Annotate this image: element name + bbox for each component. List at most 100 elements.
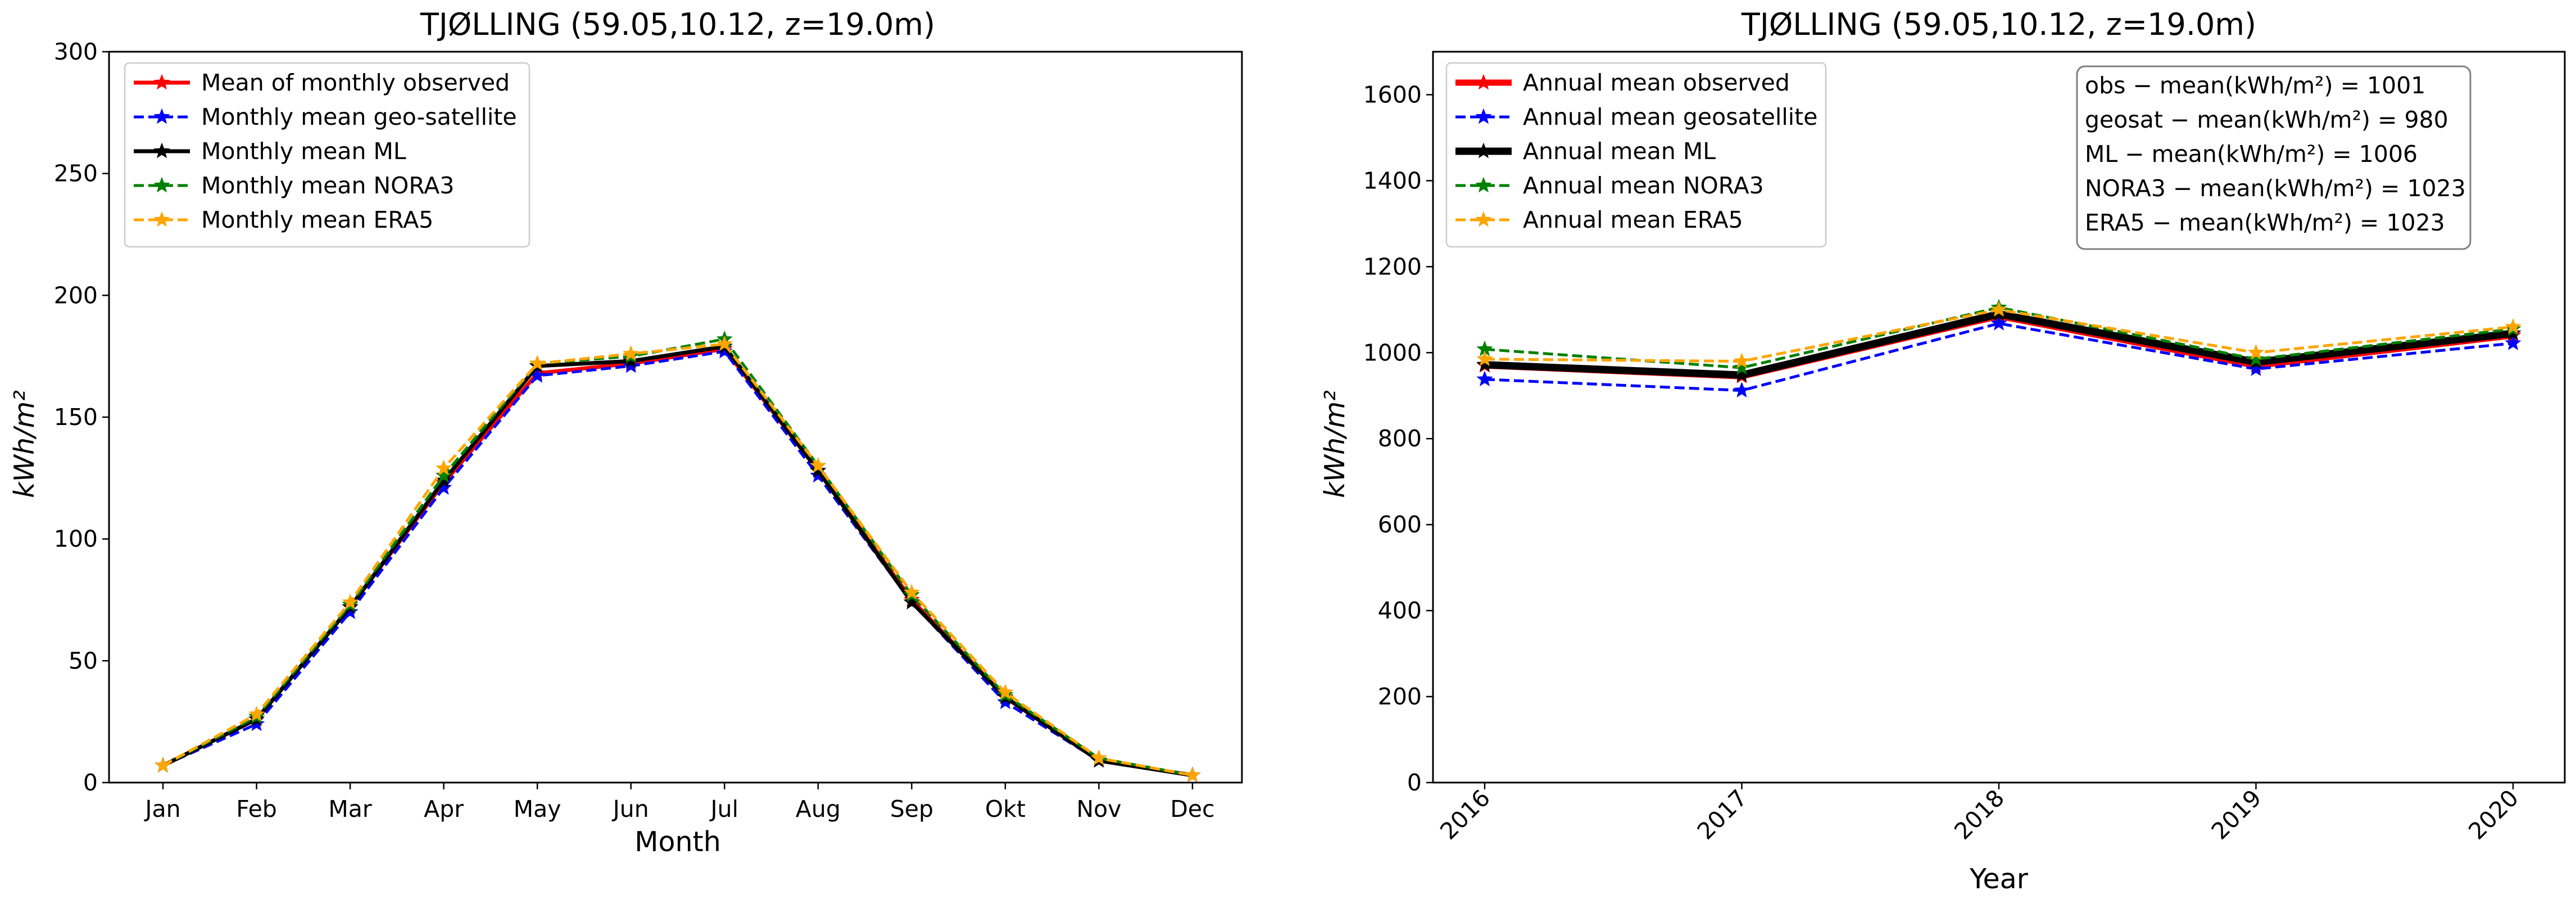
series-3: [1476, 305, 2521, 382]
data-point: [2505, 318, 2521, 334]
stats-line: ERA5 − mean(kWh/m²) = 1023: [2085, 209, 2445, 236]
stats-line: geosat − mean(kWh/m²) = 980: [2085, 106, 2448, 133]
y-tick-label: 50: [69, 647, 98, 674]
data-point: [1733, 366, 1750, 382]
series-line: [1484, 322, 2514, 392]
series-2: [1476, 314, 2521, 398]
y-tick-label: 150: [54, 404, 98, 431]
y-tick-label: 200: [1378, 683, 1422, 710]
legend-label: Annual mean observed: [1523, 69, 1790, 96]
x-tick-label: 2019: [2206, 784, 2267, 845]
legend-marker: [1475, 142, 1492, 159]
series-3: [155, 337, 1201, 783]
series-5: [155, 335, 1201, 783]
data-point: [903, 584, 920, 600]
y-tick-label: 1200: [1363, 253, 1422, 280]
data-point: [1476, 350, 1493, 367]
right-legend: Annual mean observed Annual mean geosatel…: [1445, 62, 1827, 248]
x-tick-label: Apr: [424, 795, 464, 822]
data-point: [1184, 766, 1201, 783]
data-point: [342, 593, 359, 609]
data-point: [2247, 360, 2265, 376]
legend-marker: [153, 74, 170, 90]
legend-label: Monthly mean geo-satellite: [201, 103, 517, 130]
left-plot-area: 0 50 100 150 200 250 300 Jan Feb Mar Apr May Jun Jul A…: [54, 38, 1243, 822]
data-point: [623, 345, 640, 361]
right-x-axis-label: Year: [1969, 863, 2029, 895]
series-line: [1484, 306, 2514, 369]
legend-label: Monthly mean ERA5: [201, 206, 433, 233]
y-tick-label: 1600: [1363, 81, 1422, 108]
legend-marker: [153, 142, 170, 159]
data-point: [2247, 350, 2265, 367]
series-line: [162, 350, 1193, 777]
legend-marker: [1475, 211, 1492, 227]
data-point: [529, 355, 546, 371]
y-tick-label: 300: [54, 38, 98, 65]
data-point: [810, 457, 827, 473]
right-y-axis-label: kWh/m²: [1319, 390, 1351, 498]
x-tick-label: Feb: [236, 795, 277, 822]
data-point: [810, 462, 827, 478]
data-point: [248, 706, 265, 722]
legend-label: Annual mean NORA3: [1523, 172, 1764, 199]
legend-marker: [1475, 108, 1492, 124]
legend-marker: [153, 108, 170, 124]
legend-frame: [1445, 62, 1827, 248]
stats-line: NORA3 − mean(kWh/m²) = 1023: [2085, 175, 2466, 202]
legend-marker: [1475, 177, 1492, 193]
series-4: [155, 330, 1201, 783]
data-point: [1733, 382, 1750, 398]
x-tick-label: 2020: [2463, 784, 2524, 845]
right-chart-title: TJØLLING (59.05,10.12, z=19.0m): [1741, 7, 2256, 42]
legend-label: Annual mean geosatellite: [1523, 103, 1817, 130]
y-tick-label: 250: [54, 160, 98, 187]
data-point: [1476, 356, 1493, 372]
data-point: [435, 467, 452, 483]
x-tick-label: Dec: [1170, 795, 1214, 822]
series-line: [162, 347, 1193, 778]
annual-chart: TJØLLING (59.05,10.12, z=19.0m) 0 200 400 6…: [1319, 7, 2566, 895]
legend-marker: [1475, 74, 1492, 90]
series-1: [155, 340, 1201, 783]
x-tick-label: May: [514, 795, 561, 822]
left-chart-title: TJØLLING (59.05,10.12, z=19.0m): [420, 7, 935, 42]
legend-frame: [124, 62, 530, 248]
series-line: [162, 344, 1193, 778]
legend-label: Monthly mean NORA3: [201, 172, 454, 199]
y-tick-label: 400: [1378, 597, 1422, 624]
x-tick-label: Jul: [709, 795, 738, 822]
legend-label: Monthly mean ML: [201, 138, 406, 165]
x-tick-label: Aug: [796, 795, 841, 822]
data-point: [1733, 352, 1750, 369]
legend-label: Annual mean ML: [1523, 138, 1716, 165]
legend-marker: [153, 211, 170, 227]
x-tick-label: 2017: [1692, 784, 1753, 845]
y-tick-label: 800: [1378, 425, 1422, 452]
left-y-axis-label: kWh/m²: [8, 390, 40, 498]
data-point: [716, 335, 733, 351]
stats-frame: [2076, 65, 2471, 250]
data-point: [1990, 314, 2007, 331]
data-point: [1476, 370, 1493, 387]
monthly-chart: TJØLLING (59.05,10.12, z=19.0m) 0 50 100 15…: [8, 7, 1243, 858]
legend-label: Annual mean ERA5: [1523, 206, 1743, 233]
x-tick-label: Sep: [890, 795, 933, 822]
data-point: [1733, 359, 1750, 375]
data-point: [623, 357, 640, 373]
series-5: [1476, 301, 2521, 369]
legend-marker: [153, 177, 170, 193]
data-point: [2505, 335, 2521, 350]
y-tick-label: 0: [83, 769, 98, 796]
legend-label: Mean of monthly observed: [201, 69, 510, 96]
y-tick-label: 600: [1378, 511, 1422, 538]
summary-statistics-box: obs − mean(kWh/m²) = 1001 geosat − mean(k…: [2076, 65, 2471, 250]
series-2: [155, 342, 1201, 783]
x-tick-label: 2016: [1435, 784, 1495, 845]
data-point: [623, 352, 640, 368]
data-point: [997, 684, 1014, 700]
data-point: [2247, 343, 2265, 360]
data-point: [155, 757, 171, 773]
x-tick-label: Nov: [1076, 795, 1121, 822]
